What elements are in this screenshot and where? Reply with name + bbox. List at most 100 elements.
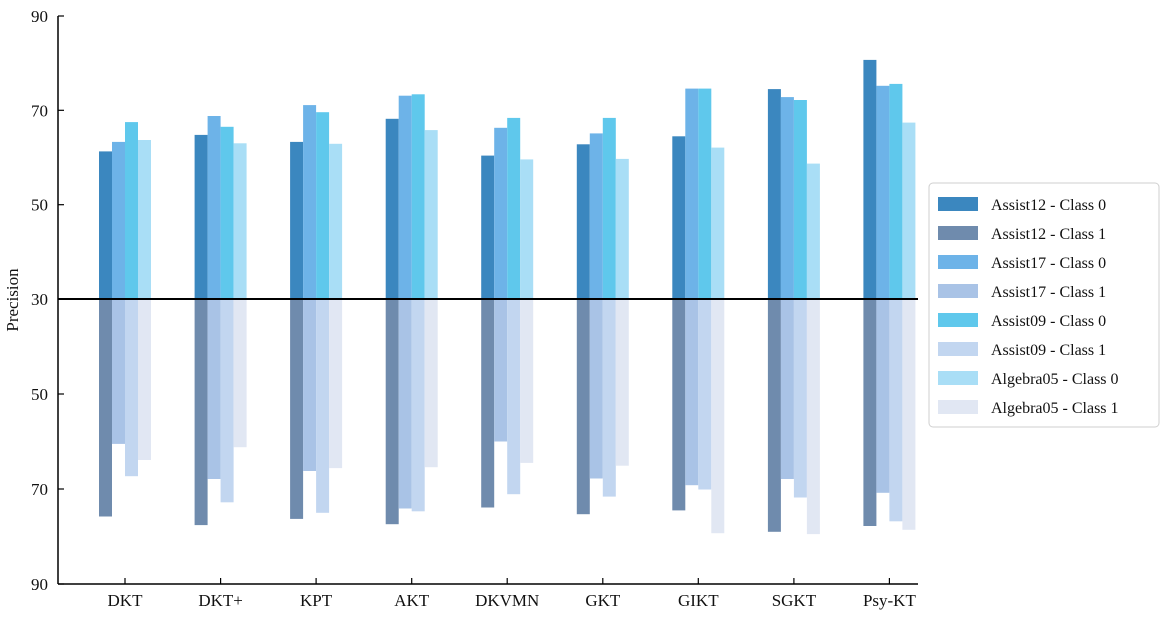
legend-label: Assist09 - Class 0 [991,313,1106,330]
bar-assist12-class-1-dkt [99,299,112,517]
legend-swatch [938,371,978,385]
bar-assist17-class-1-sgkt [780,299,794,479]
x-tick-label-psy-kt: Psy-KT [863,591,917,610]
bar-assist12-class-0-psy-kt [863,59,877,300]
bar-assist09-class-1-sgkt [793,299,807,498]
bar-algebra05-class-0-gkt [615,158,629,299]
y-tick-label: 90 [31,575,48,594]
legend-label: Assist09 - Class 1 [991,342,1106,359]
x-tick-label-dkt: DKT [108,591,144,610]
bar-assist09-class-0-gkt [602,117,616,300]
y-tick-label: 50 [31,196,48,215]
x-axis-ticks: DKT DKT+ KPT AKT DKVMN GKT GIKT SGKT Psy-KT [108,578,917,610]
bar-assist17-class-0-gkt [589,133,603,299]
bar-assist09-class-0-dkt [125,122,138,299]
x-tick-label-dkvmn: DKVMN [475,591,539,610]
bar-assist12-class-1-gikt [672,299,686,511]
bar-assist17-class-0-sgkt [780,97,794,299]
bar-assist12-class-1-gkt [576,299,590,515]
y-tick-label: 70 [31,101,48,120]
bar-assist09-class-1-gkt [602,299,616,497]
bar-assist09-class-1-kpt [316,299,330,513]
bar-assist09-class-1-gikt [698,299,712,490]
legend-swatch [938,400,978,414]
bar-assist17-class-0-dkt [112,141,125,299]
bar-assist12-class-0-gkt [576,144,590,299]
legend-label: Assist12 - Class 1 [991,226,1106,243]
bar-assist12-class-0-dkvmn [481,155,495,299]
x-tick-label-akt: AKT [394,591,430,610]
bar-algebra05-class-0-gikt [711,147,725,299]
y-axis-ticks: 90 70 50 30 50 70 90 [31,7,64,594]
bar-assist17-class-1-dkvmn [494,299,508,442]
bar-assist12-class-0-kpt [290,141,304,299]
legend-frame [928,182,1160,428]
bar-assist17-class-1-psy-kt [876,299,890,493]
bar-assist17-class-0-akt [398,95,412,299]
legend-label: Assist17 - Class 0 [991,255,1106,272]
x-tick-label-gkt: GKT [585,591,621,610]
bar-algebra05-class-1-akt [424,299,438,468]
bar-algebra05-class-1-gkt [615,299,629,466]
bar-assist12-class-0-sgkt [767,89,781,299]
bar-assist12-class-1-dkvmn [481,299,495,508]
bar-assist09-class-1-dkt- [220,299,234,503]
bar-assist12-class-0-akt [385,118,399,299]
bar-algebra05-class-0-kpt [329,143,343,299]
legend-swatch [938,255,978,269]
bar-assist12-class-1-akt [385,299,399,525]
legend-swatch [938,226,978,240]
x-tick-label-dkt-: DKT+ [198,591,243,610]
bar-assist17-class-0-dkvmn [494,127,508,299]
x-tick-label-kpt: KPT [300,591,333,610]
bar-assist12-class-1-dkt- [194,299,208,526]
bar-assist17-class-1-gikt [685,299,699,486]
bar-assist09-class-0-sgkt [793,100,807,299]
bar-algebra05-class-0-dkvmn [520,159,534,299]
x-tick-label-gikt: GIKT [678,591,719,610]
bar-assist09-class-0-psy-kt [889,83,903,300]
bar-algebra05-class-1-psy-kt [902,299,916,530]
bar-assist17-class-1-gkt [589,299,603,479]
legend: Assist12 - Class 0 Assist12 - Class 1 Assi… [928,182,1160,428]
bar-assist17-class-0-kpt [303,105,317,299]
bar-assist17-class-0-gikt [685,88,699,299]
bar-assist09-class-1-akt [411,299,425,512]
bars-group [99,59,916,535]
bar-algebra05-class-0-psy-kt [902,122,916,299]
bar-assist17-class-1-dkt [112,299,125,444]
legend-label: Algebra05 - Class 1 [991,400,1119,417]
bar-assist09-class-1-dkt [125,299,138,477]
legend-swatch [938,197,978,211]
y-tick-label: 50 [31,385,48,404]
bar-assist17-class-1-akt [398,299,412,509]
bar-algebra05-class-1-kpt [329,299,343,469]
bar-assist17-class-1-dkt- [207,299,221,479]
legend-label: Assist17 - Class 1 [991,284,1106,301]
legend-label: Algebra05 - Class 0 [991,371,1119,388]
bar-assist12-class-1-sgkt [767,299,781,532]
bar-algebra05-class-0-sgkt [806,163,820,299]
legend-swatch [938,284,978,298]
bar-assist09-class-1-dkvmn [507,299,521,495]
bar-algebra05-class-1-dkvmn [520,299,534,463]
bar-algebra05-class-1-sgkt [806,299,820,535]
bar-assist17-class-0-psy-kt [876,85,890,299]
legend-label: Assist12 - Class 0 [991,197,1106,214]
legend-swatch [938,342,978,356]
bar-algebra05-class-1-dkt [138,299,151,460]
y-tick-label: 70 [31,480,48,499]
bar-algebra05-class-0-dkt [138,140,151,299]
bar-assist12-class-1-kpt [290,299,304,519]
bar-assist12-class-0-dkt- [194,134,208,299]
y-tick-label: 30 [31,290,48,309]
bar-assist09-class-0-kpt [316,112,330,299]
y-axis-title: Precision [3,268,22,332]
bar-assist12-class-0-dkt [99,151,112,299]
bar-algebra05-class-1-dkt- [233,299,247,448]
bar-algebra05-class-0-dkt- [233,143,247,299]
bar-assist12-class-0-gikt [672,136,686,299]
bar-assist09-class-0-gikt [698,88,712,299]
bar-algebra05-class-0-akt [424,130,438,299]
